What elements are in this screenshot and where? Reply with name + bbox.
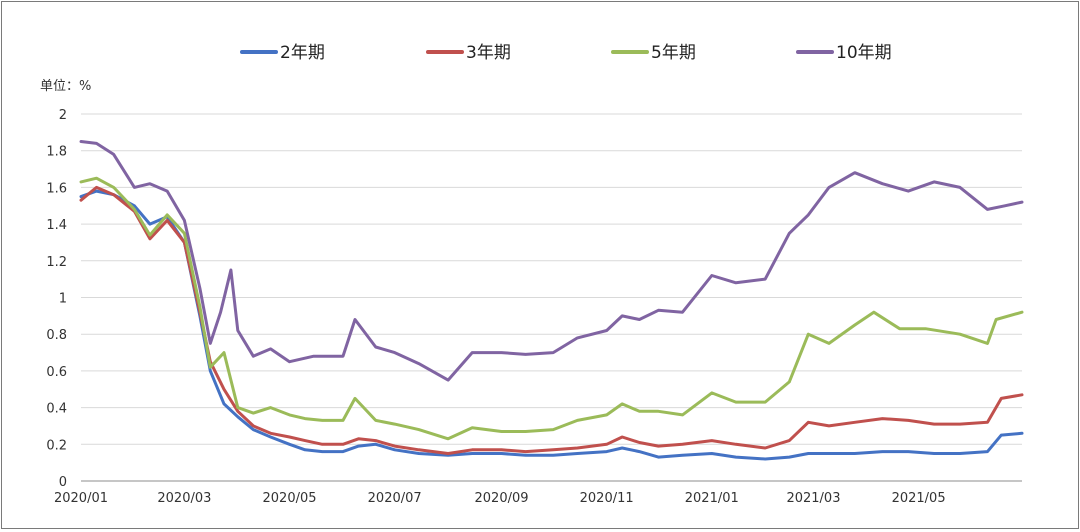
x-tick-label: 2020/01 — [54, 491, 108, 506]
y-tick-label: 0.4 — [46, 402, 67, 417]
legend-label-0: 2年期 — [280, 43, 325, 63]
axes: 0 0.2 0.4 0.6 0.8 1 1.2 1.4 1.6 1.8 2 2020/01 2020/0… — [46, 108, 1022, 506]
x-tick-label: 2021/01 — [685, 491, 739, 506]
x-tick-label: 2020/05 — [263, 491, 317, 506]
x-tick-label: 2020/03 — [157, 491, 211, 506]
y-tick-label: 0.8 — [46, 328, 67, 343]
series-line-3 — [79, 140, 1024, 382]
legend: 2年期 3年期 5年期 10年期 — [240, 43, 892, 63]
y-tick-label: 1.6 — [46, 181, 67, 196]
legend-label-1: 3年期 — [466, 43, 511, 63]
series-line-1 — [79, 185, 1024, 455]
series-lines — [79, 140, 1024, 461]
y-tick-label: 1.8 — [46, 145, 67, 160]
x-tick-label: 2021/03 — [786, 491, 840, 506]
grid-lines — [81, 113, 1022, 445]
y-tick-label: 1.4 — [46, 218, 67, 233]
y-tick-label: 0.6 — [46, 365, 67, 380]
legend-label-3: 10年期 — [836, 43, 892, 63]
x-tick-label: 2020/11 — [580, 491, 634, 506]
unit-label: 单位：% — [40, 79, 91, 94]
y-tick-label: 0 — [59, 475, 67, 490]
x-tick-label: 2020/07 — [368, 491, 422, 506]
x-tick-label: 2021/05 — [892, 491, 946, 506]
y-tick-label: 1.2 — [46, 255, 67, 270]
y-tick-label: 2 — [59, 108, 67, 123]
y-tick-label: 0.2 — [46, 438, 67, 453]
x-tick-label: 2020/09 — [475, 491, 529, 506]
legend-label-2: 5年期 — [651, 43, 696, 63]
y-tick-label: 1 — [59, 292, 67, 307]
series-line-2 — [79, 176, 1024, 441]
